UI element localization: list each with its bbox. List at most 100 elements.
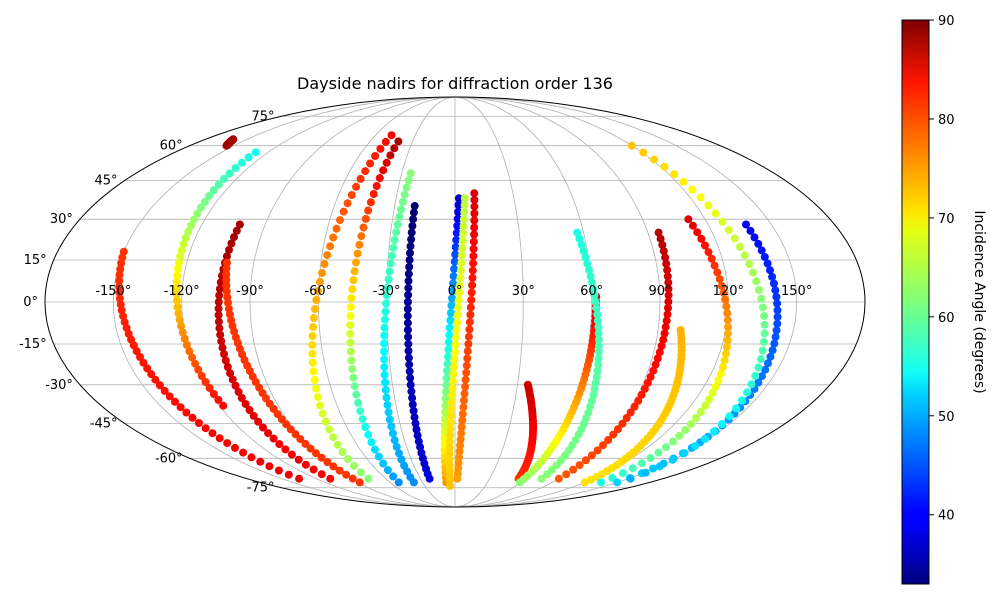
data-point — [450, 264, 459, 273]
data-point — [308, 349, 317, 358]
data-point — [173, 296, 181, 305]
data-point — [664, 304, 672, 312]
data-point — [643, 378, 652, 387]
data-point — [440, 414, 449, 423]
data-point — [116, 300, 125, 309]
data-point — [670, 170, 679, 179]
data-point — [720, 356, 729, 365]
data-point — [714, 376, 723, 385]
data-point — [649, 464, 658, 473]
data-point — [454, 303, 463, 312]
data-point — [309, 465, 318, 474]
data-point — [613, 425, 622, 434]
data-point — [409, 208, 418, 217]
data-point — [352, 258, 360, 267]
data-point — [459, 229, 468, 238]
data-point — [215, 434, 224, 443]
data-point — [191, 359, 200, 368]
data-point — [755, 286, 763, 294]
data-point — [463, 347, 472, 356]
data-point — [318, 269, 327, 277]
data-point — [229, 135, 238, 144]
lat-tick-label: 0° — [23, 295, 38, 310]
data-point — [594, 329, 603, 338]
data-point — [722, 349, 730, 358]
data-point — [223, 258, 231, 267]
data-point — [249, 411, 258, 420]
data-point — [336, 216, 344, 225]
data-point — [740, 251, 749, 260]
data-point — [381, 386, 390, 395]
data-point — [115, 276, 124, 285]
data-point — [214, 311, 223, 320]
data-point — [580, 478, 589, 487]
data-point — [185, 347, 194, 356]
data-point — [172, 277, 181, 286]
data-point — [766, 266, 774, 275]
data-point — [441, 394, 450, 403]
data-point — [446, 431, 455, 440]
data-point — [366, 198, 375, 207]
lat-tick-label: 15° — [24, 253, 47, 268]
data-point — [773, 313, 782, 321]
data-point — [165, 392, 174, 401]
data-point — [404, 346, 413, 355]
data-point — [215, 324, 224, 333]
data-point — [346, 347, 355, 356]
data-point — [773, 299, 782, 308]
data-point — [316, 401, 325, 410]
data-point — [757, 246, 766, 255]
data-point — [590, 291, 599, 300]
data-point — [464, 340, 473, 348]
data-point — [450, 362, 458, 371]
data-point — [231, 164, 240, 172]
data-point — [466, 310, 475, 319]
data-point — [312, 296, 321, 304]
data-point — [223, 293, 232, 302]
data-point — [264, 429, 273, 438]
data-point — [174, 309, 183, 318]
data-point — [466, 303, 475, 312]
data-point — [628, 464, 637, 473]
data-point — [344, 455, 352, 464]
data-point — [386, 151, 395, 160]
data-point — [358, 415, 367, 424]
data-point — [441, 408, 450, 417]
data-point — [404, 270, 413, 278]
data-point — [456, 435, 465, 444]
data-point — [704, 248, 713, 257]
lat-tick-label: 30° — [50, 212, 73, 227]
data-point — [403, 312, 412, 320]
data-point — [222, 270, 231, 279]
data-point — [312, 449, 320, 458]
data-point — [453, 318, 462, 327]
data-point — [392, 228, 401, 237]
data-point — [745, 260, 754, 268]
data-point — [453, 221, 462, 230]
data-point — [719, 288, 728, 297]
data-point — [743, 388, 752, 397]
data-point — [657, 341, 666, 350]
data-point — [461, 375, 470, 384]
data-point — [459, 215, 468, 224]
data-point — [757, 294, 766, 303]
data-point — [404, 340, 413, 348]
lon-tick-label: -150° — [95, 284, 131, 299]
data-point — [222, 275, 231, 284]
data-point — [622, 414, 631, 422]
data-point — [404, 284, 413, 292]
data-point — [342, 470, 351, 479]
data-point — [450, 257, 459, 266]
data-point — [381, 378, 390, 387]
data-point — [467, 296, 476, 304]
data-point — [228, 375, 237, 384]
data-point — [747, 380, 756, 389]
graticule — [45, 96, 865, 508]
data-point — [445, 455, 454, 464]
lon-tick-label: -120° — [164, 284, 200, 299]
data-point — [467, 288, 476, 297]
colorbar-tick-label: 80 — [938, 113, 955, 128]
data-point — [380, 331, 389, 340]
data-point — [637, 459, 646, 468]
data-point — [458, 416, 467, 425]
